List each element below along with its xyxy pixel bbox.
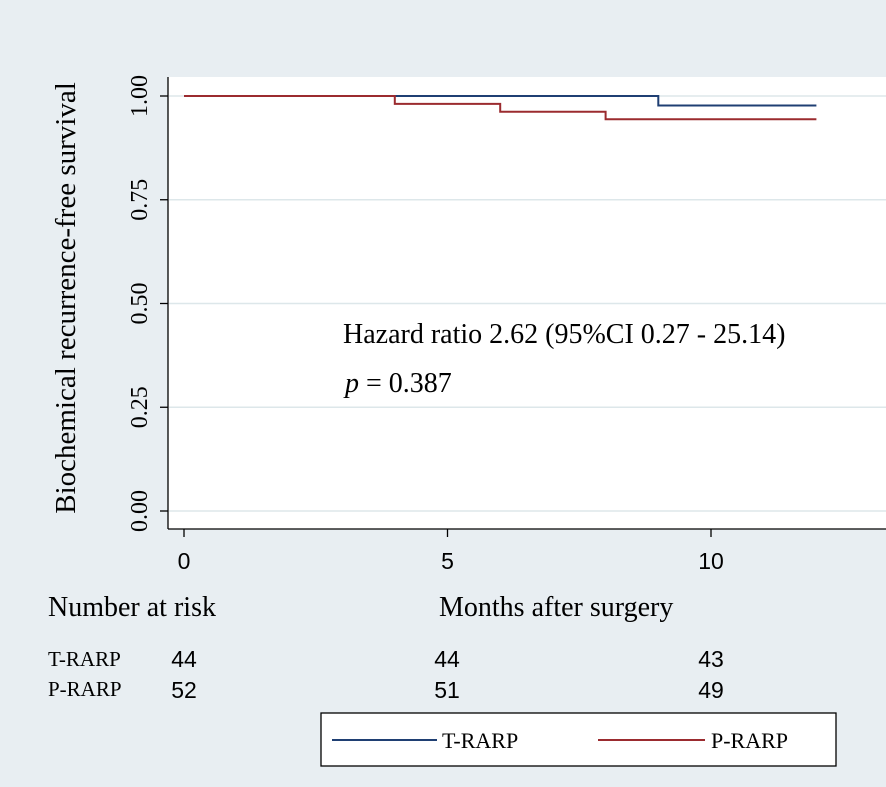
risk-count: 52 — [171, 677, 197, 703]
survival-curve-p-rarp — [184, 95, 817, 121]
y-axis-title: Biochemical recurrence-free survival — [50, 82, 82, 514]
survival-curve-t-rarp — [184, 95, 817, 107]
p-value: = 0.387 — [359, 368, 452, 399]
y-tick-label: 0.75 — [127, 179, 153, 221]
p-value-annotation: p = 0.387 — [343, 368, 452, 399]
hazard-ratio-annotation: Hazard ratio 2.62 (95%CI 0.27 - 25.14) — [343, 319, 785, 350]
risk-count: 44 — [434, 646, 460, 672]
x-tick-label: 10 — [698, 548, 724, 574]
x-tick-label: 5 — [441, 548, 454, 574]
y-ticks: 0.00 0.25 0.50 0.75 1.00 — [127, 75, 168, 532]
legend-label-p-rarp: P-RARP — [711, 728, 788, 753]
y-tick-label: 0.00 — [127, 490, 153, 532]
risk-table: T-RARP 44 44 43 P-RARP 52 51 49 — [48, 646, 724, 703]
survival-curves — [184, 95, 817, 121]
x-ticks: 0 5 10 — [178, 529, 724, 574]
p-symbol: p — [343, 368, 359, 399]
gridlines — [169, 95, 886, 512]
x-tick-label: 0 — [178, 548, 191, 574]
risk-row-label: T-RARP — [48, 647, 121, 671]
x-axis-title: Months after surgery — [439, 592, 673, 623]
risk-count: 44 — [171, 646, 197, 672]
y-tick-label: 0.50 — [127, 283, 153, 325]
risk-count: 51 — [434, 677, 460, 703]
y-tick-label: 1.00 — [127, 75, 153, 117]
y-tick-label: 0.25 — [127, 386, 153, 428]
risk-count: 43 — [698, 646, 724, 672]
legend: T-RARP P-RARP — [320, 712, 837, 767]
risk-row-label: P-RARP — [48, 677, 122, 701]
risk-count: 49 — [698, 677, 724, 703]
risk-table-header: Number at risk — [48, 592, 216, 623]
legend-label-t-rarp: T-RARP — [442, 728, 518, 753]
